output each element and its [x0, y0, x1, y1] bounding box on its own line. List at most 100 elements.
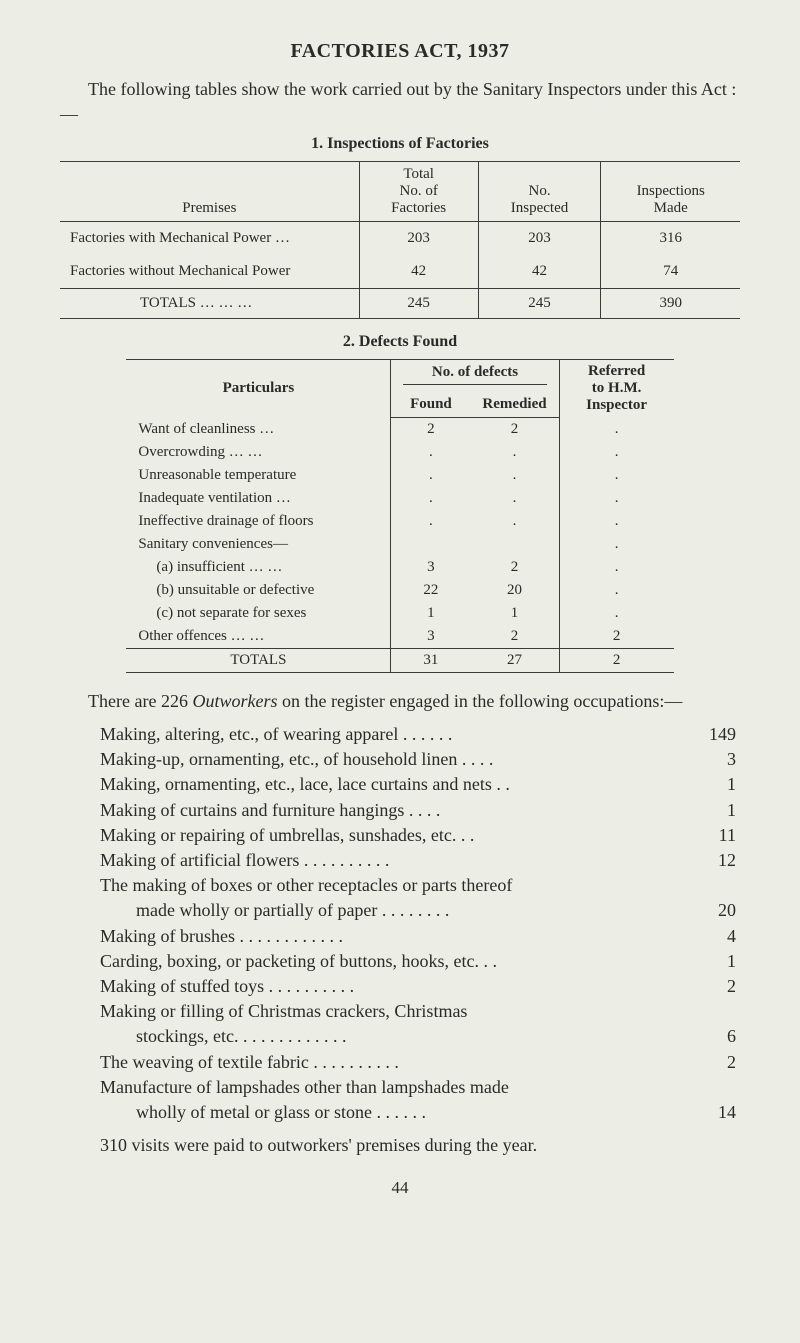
list-item: The weaving of textile fabric . . . . . …: [60, 1050, 740, 1075]
cell-label: (a) insufficient … …: [126, 556, 391, 579]
list-item: stockings, etc. . . . . . . . . . . . .6: [60, 1024, 740, 1049]
occupation-label: Making, ornamenting, etc., lace, lace cu…: [60, 772, 686, 797]
visits-line: 310 visits were paid to outworkers' prem…: [60, 1135, 740, 1156]
intro-paragraph: The following tables show the work carri…: [60, 77, 740, 127]
occupation-label: Manufacture of lampshades other than lam…: [60, 1075, 686, 1100]
cell-label: Want of cleanliness …: [126, 417, 391, 441]
list-item: Making of artificial flowers . . . . . .…: [60, 848, 740, 873]
occupation-label: stockings, etc. . . . . . . . . . . . .: [60, 1024, 686, 1049]
list-item: Making of stuffed toys . . . . . . . . .…: [60, 974, 740, 999]
cell-total: 42: [359, 255, 478, 289]
cell-inspected: 203: [478, 222, 601, 256]
cell-label: (b) unsuitable or defective: [126, 579, 391, 602]
table-row: Factories without Mechanical Power424274: [60, 255, 740, 289]
occupation-label: Making of curtains and furniture hanging…: [60, 798, 686, 823]
cell-remedied: 2: [470, 417, 559, 441]
occupation-count: 20: [686, 898, 740, 923]
cell-remedied: .: [470, 487, 559, 510]
cell-ref: .: [559, 556, 674, 579]
table-row: Factories with Mechanical Power …2032033…: [60, 222, 740, 256]
totals-total: 245: [359, 289, 478, 319]
occupation-label: wholly of metal or glass or stone . . . …: [60, 1100, 686, 1125]
cell-inspected: 42: [478, 255, 601, 289]
table-row: Sanitary conveniences—.: [126, 533, 673, 556]
outworkers-intro-a: There are 226: [88, 691, 192, 711]
cell-remedied: 2: [470, 556, 559, 579]
list-item: Making, ornamenting, etc., lace, lace cu…: [60, 772, 740, 797]
occupation-count: 2: [686, 974, 740, 999]
cell-ref: .: [559, 602, 674, 625]
table-row: (c) not separate for sexes11.: [126, 602, 673, 625]
occupation-count: 1: [686, 798, 740, 823]
occupation-count: 3: [686, 747, 740, 772]
cell-label: (c) not separate for sexes: [126, 602, 391, 625]
occupation-count: 149: [686, 722, 740, 747]
page-number: 44: [60, 1178, 740, 1198]
list-item: Making of brushes . . . . . . . . . . . …: [60, 924, 740, 949]
cell-label: Overcrowding … …: [126, 441, 391, 464]
t2-totals-label: TOTALS: [126, 648, 391, 672]
occupation-label: made wholly or partially of paper . . . …: [60, 898, 686, 923]
inspections-table: Premises Total No. of Factories No. Insp…: [60, 161, 740, 319]
occupation-label: Making, altering, etc., of wearing appar…: [60, 722, 686, 747]
list-item: Carding, boxing, or packeting of buttons…: [60, 949, 740, 974]
cell-ref: .: [559, 417, 674, 441]
cell-remedied: 1: [470, 602, 559, 625]
cell-found: .: [391, 441, 471, 464]
cell-label: Ineffective drainage of floors: [126, 510, 391, 533]
occupation-count: 6: [686, 1024, 740, 1049]
list-item: Manufacture of lampshades other than lam…: [60, 1075, 740, 1100]
occupation-count: 2: [686, 1050, 740, 1075]
cell-found: [391, 533, 471, 556]
outworkers-intro: There are 226 Outworkers on the register…: [60, 689, 740, 714]
table1-totals-row: TOTALS … … … 245 245 390: [60, 289, 740, 319]
cell-total: 203: [359, 222, 478, 256]
occupation-label: Making of stuffed toys . . . . . . . . .…: [60, 974, 686, 999]
cell-remedied: .: [470, 441, 559, 464]
col-no-defects: No. of defects: [391, 360, 559, 392]
occupations-list: Making, altering, etc., of wearing appar…: [60, 722, 740, 1125]
cell-remedied: .: [470, 464, 559, 487]
page-title: FACTORIES ACT, 1937: [60, 40, 740, 63]
cell-remedied: 2: [470, 625, 559, 649]
t2-totals-ref: 2: [559, 648, 674, 672]
table-row: Other offences … …322: [126, 625, 673, 649]
list-item: Making-up, ornamenting, etc., of househo…: [60, 747, 740, 772]
col-made: Inspections Made: [601, 162, 740, 222]
cell-remedied: .: [470, 510, 559, 533]
cell-remedied: 20: [470, 579, 559, 602]
cell-made: 316: [601, 222, 740, 256]
list-item: Making or repairing of umbrellas, sunsha…: [60, 823, 740, 848]
occupation-label: Making of artificial flowers . . . . . .…: [60, 848, 686, 873]
cell-found: 1: [391, 602, 471, 625]
col-total: Total No. of Factories: [359, 162, 478, 222]
cell-ref: .: [559, 441, 674, 464]
cell-label: Unreasonable temperature: [126, 464, 391, 487]
col-inspected: No. Inspected: [478, 162, 601, 222]
outworkers-intro-b: on the register engaged in the following…: [277, 691, 682, 711]
cell-ref: .: [559, 464, 674, 487]
table-row: Inadequate ventilation …...: [126, 487, 673, 510]
defects-table: Particulars No. of defects Referred to H…: [126, 359, 673, 673]
table-row: (b) unsuitable or defective2220.: [126, 579, 673, 602]
table-row: (a) insufficient … …32.: [126, 556, 673, 579]
cell-ref: 2: [559, 625, 674, 649]
page: FACTORIES ACT, 1937 The following tables…: [0, 0, 800, 1228]
cell-remedied: [470, 533, 559, 556]
table2-caption: 2. Defects Found: [60, 333, 740, 351]
col-premises: Premises: [60, 162, 359, 222]
totals-made: 390: [601, 289, 740, 319]
col-referred: Referred to H.M. Inspector: [559, 360, 674, 418]
cell-found: 22: [391, 579, 471, 602]
occupation-count: 1: [686, 949, 740, 974]
t2-totals-found: 31: [391, 648, 471, 672]
cell-found: 3: [391, 556, 471, 579]
occupation-label: Making or repairing of umbrellas, sunsha…: [60, 823, 686, 848]
occupation-count: 14: [686, 1100, 740, 1125]
cell-label: Factories with Mechanical Power …: [60, 222, 359, 256]
table2-totals-row: TOTALS 31 27 2: [126, 648, 673, 672]
table-row: Overcrowding … …...: [126, 441, 673, 464]
cell-label: Other offences … …: [126, 625, 391, 649]
occupation-label: The weaving of textile fabric . . . . . …: [60, 1050, 686, 1075]
table-header-row: Premises Total No. of Factories No. Insp…: [60, 162, 740, 222]
